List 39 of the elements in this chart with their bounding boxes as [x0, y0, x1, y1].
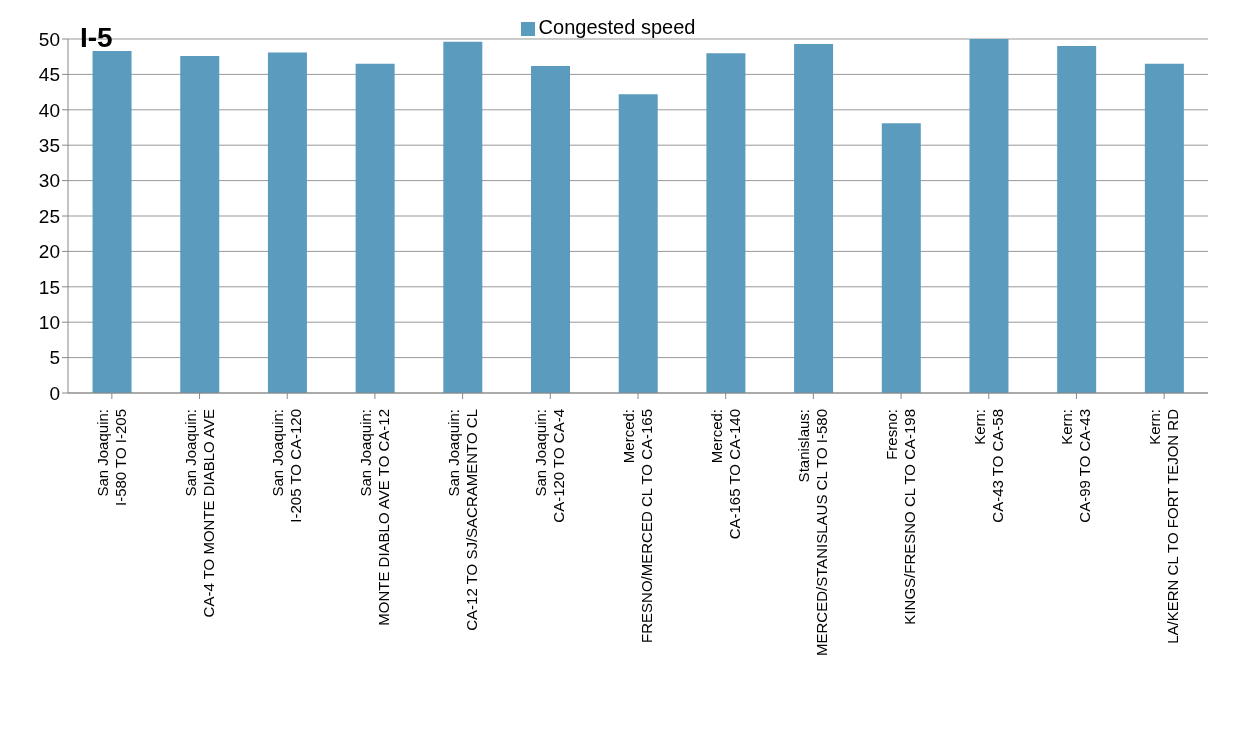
- x-tick-label: Fresno: KINGS/FRESNO CL TO CA-198: [883, 409, 919, 625]
- bar: [794, 43, 834, 393]
- bar: [355, 63, 395, 393]
- y-tick-label: 20: [38, 241, 60, 263]
- y-tick-label: 0: [49, 382, 60, 404]
- chart-title: I-5: [80, 22, 113, 54]
- x-tick-label: Merced: CA-165 TO CA-140: [707, 409, 743, 540]
- bar: [1057, 46, 1097, 393]
- x-tick-label: San Joaquin: CA-120 TO CA-4: [532, 409, 568, 523]
- x-tick-label: Merced: FRESNO/MERCED CL TO CA-165: [620, 409, 655, 643]
- bar: [92, 51, 132, 393]
- x-tick-label: San Joaquin: CA-12 TO SJ/SACRAMENTO CL: [444, 409, 480, 631]
- bar: [443, 41, 483, 393]
- x-tick-label: San Joaquin: I-205 TO CA-120: [269, 409, 305, 523]
- y-tick-label: 35: [38, 134, 60, 156]
- y-tick-label: 15: [38, 276, 60, 298]
- x-tick-label: San Joaquin: MONTE DIABLO AVE TO CA-12: [356, 409, 392, 626]
- bar: [180, 55, 220, 393]
- y-tick-label: 40: [38, 99, 60, 121]
- y-tick-label: 50: [38, 28, 60, 50]
- x-tick-label: San Joaquin: I-580 TO I-205: [93, 409, 129, 507]
- x-tick-label: San Joaquin: CA-4 TO MONTE DIABLO AVE: [181, 409, 217, 618]
- y-tick-label: 45: [38, 64, 60, 86]
- bar: [267, 52, 307, 393]
- x-tick-label: Stanislaus: MERCED/STANISLAUS CL TO I-580: [795, 409, 831, 657]
- bar: [618, 94, 658, 393]
- y-tick-label: 25: [38, 205, 60, 227]
- bar: [531, 65, 571, 393]
- y-tick-label: 5: [49, 347, 60, 369]
- x-tick-label: Kern: CA-43 TO CA-58: [970, 409, 1006, 523]
- x-tick-label: Kern: LA/KERN CL TO FORT TEJON RD: [1146, 408, 1182, 644]
- bar: [881, 123, 921, 393]
- y-tick-label: 30: [38, 170, 60, 192]
- legend-label: Congested speed: [538, 16, 696, 38]
- y-tick-label: 10: [38, 311, 60, 333]
- x-tick-label: Kern: CA-99 TO CA-43: [1058, 409, 1094, 523]
- bar: [706, 53, 746, 393]
- bar: [969, 39, 1009, 393]
- bar: [1144, 63, 1184, 393]
